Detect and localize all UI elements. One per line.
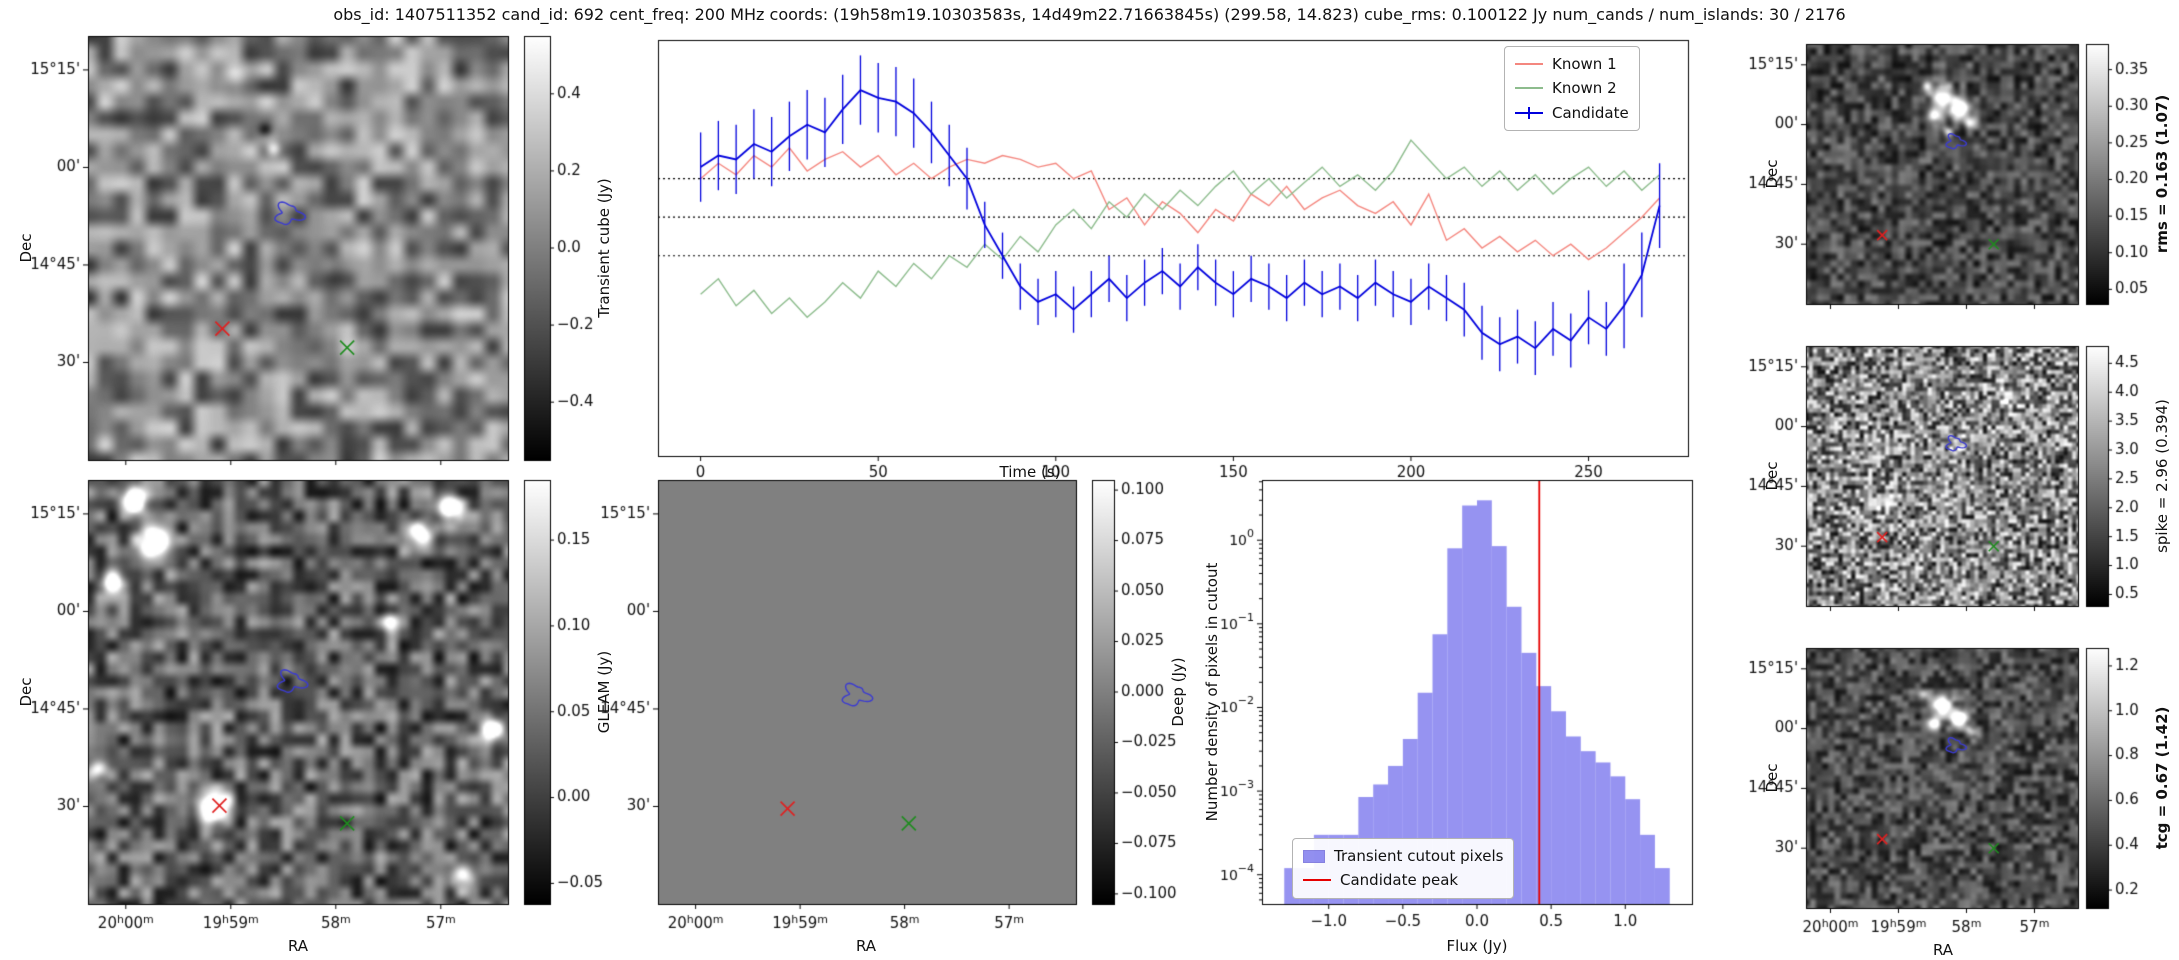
- ra-axis-label-tcg: RA: [1932, 941, 1954, 959]
- legend-item-candidate-peak: Candidate peak: [1303, 868, 1503, 892]
- histogram-fill-swatch: [1303, 849, 1325, 863]
- lightcurve-legend: Known 1 Known 2 Candidate: [1504, 46, 1640, 131]
- dec-axis-label-spike: Dec: [1763, 461, 1781, 491]
- ra-axis-label-gleam: RA: [287, 937, 309, 955]
- known2-line-swatch: [1515, 81, 1543, 95]
- rms-statistic-label: rms = 0.163 (1.07): [2153, 94, 2171, 254]
- dec-axis-label-transient: Dec: [17, 233, 35, 263]
- candidate-peak-line-swatch: [1303, 873, 1331, 887]
- histogram-legend: Transient cutout pixels Candidate peak: [1292, 838, 1515, 899]
- legend-label-known1: Known 1: [1552, 55, 1617, 73]
- ra-axis-label-deep: RA: [855, 937, 877, 955]
- legend-item-known1: Known 1: [1515, 52, 1629, 76]
- histogram-x-axis-label: Flux (Jy): [1446, 937, 1508, 955]
- deep-colorbar-label: Deep (Jy): [1169, 657, 1187, 727]
- legend-label-candidate-peak: Candidate peak: [1340, 871, 1459, 890]
- legend-label-cutout-pixels: Transient cutout pixels: [1334, 847, 1504, 865]
- dec-axis-label-rms: Dec: [1763, 159, 1781, 189]
- tcg-statistic-label: tcg = 0.67 (1.42): [2153, 706, 2171, 850]
- lightcurve-x-axis-label: Time (s): [999, 463, 1061, 481]
- gleam-colorbar-label: GLEAM (Jy): [595, 650, 613, 734]
- candidate-errorbar-swatch: [1515, 106, 1543, 120]
- legend-item-known2: Known 2: [1515, 76, 1629, 100]
- spike-statistic-label: spike = 2.96 (0.394): [2153, 399, 2171, 553]
- histogram-y-axis-label: Number density of pixels in cutout: [1203, 562, 1221, 822]
- transient-colorbar-label: Transient cube (Jy): [595, 178, 613, 318]
- legend-label-known2: Known 2: [1552, 79, 1617, 98]
- dec-axis-label-tcg: Dec: [1763, 763, 1781, 793]
- legend-label-candidate: Candidate: [1552, 103, 1629, 122]
- legend-item-candidate: Candidate: [1515, 101, 1629, 125]
- dec-axis-label-gleam: Dec: [17, 677, 35, 707]
- legend-item-cutout-pixels: Transient cutout pixels: [1303, 844, 1503, 868]
- known1-line-swatch: [1515, 57, 1543, 71]
- figure-title: obs_id: 1407511352 cand_id: 692 cent_fre…: [333, 5, 1846, 24]
